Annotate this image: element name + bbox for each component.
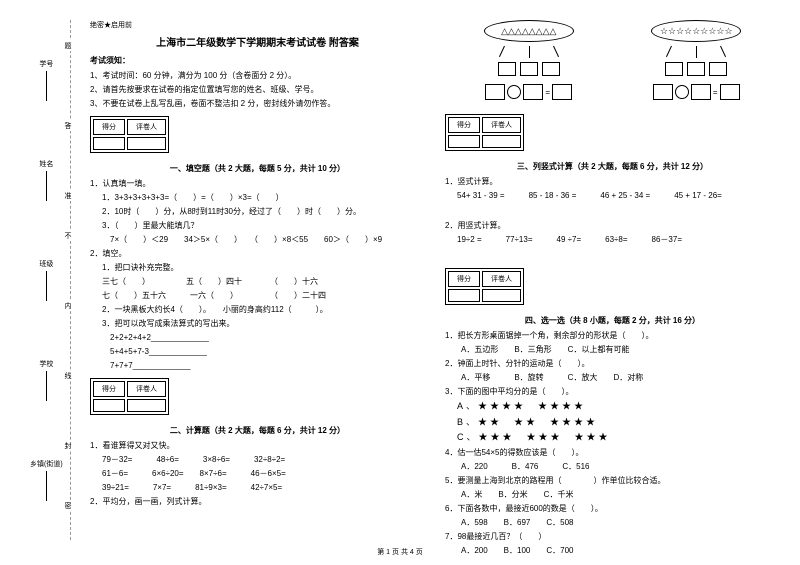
star-diagram: ☆☆☆☆☆☆☆☆☆ = xyxy=(651,20,741,100)
score-cell: 评卷人 xyxy=(127,119,166,135)
q-label: 2．平均分，画一画，列式计算。 xyxy=(90,496,425,508)
mc-item: A．五边形 B．三角形 C．以上都有可能 xyxy=(445,344,780,356)
mc-item: 7．98最接近几百？（ ） xyxy=(445,531,780,543)
calc-row: 39÷21= 7×7= 81÷9×3= 42÷7×5= xyxy=(90,482,425,494)
score-cell: 得分 xyxy=(448,117,480,133)
notice-label: 考试须知： xyxy=(90,55,425,66)
side-label: 姓名 xyxy=(39,159,53,201)
side-label: 班级 xyxy=(39,259,53,301)
left-column: 绝密★启用前 上海市二年级数学下学期期末考试试卷 附答案 考试须知： 1、考试时… xyxy=(90,20,425,559)
dashed-label: 内 xyxy=(62,300,72,311)
side-label-text: 学校 xyxy=(39,359,53,369)
calc-row: 79－32= 48÷6= 3×8÷6= 32÷8÷2= xyxy=(90,454,425,466)
q-expr: 7+7+7_____________ xyxy=(90,360,425,372)
side-label-text: 班级 xyxy=(39,259,53,269)
notice-item: 2、请首先按要求在试卷的指定位置填写您的姓名、班级、学号。 xyxy=(90,84,425,96)
q-sub: 3．把可以改写成乘法算式的写出来。 xyxy=(90,318,425,330)
side-label: 学号 xyxy=(39,59,53,101)
calc-row: 54+ 31 - 39 = 85 - 18 - 36 = 46 + 25 - 3… xyxy=(445,190,780,202)
seal-line xyxy=(70,20,71,540)
score-table: 得分评卷人 xyxy=(90,378,169,415)
q-label: 1．竖式计算。 xyxy=(445,176,780,188)
q-item: 7×（ ）＜29 34＞5×（ ） （ ）×8＜55 60＞（ ）×9 xyxy=(90,234,425,246)
side-label-text: 姓名 xyxy=(39,159,53,169)
confidential-label: 绝密★启用前 xyxy=(90,20,425,30)
side-binding-labels: 学号 姓名 班级 学校 乡镇(街道) xyxy=(30,30,63,530)
stars-option: C、★★★ ★★★ ★★★ xyxy=(445,431,780,445)
q-label: 2．填空。 xyxy=(90,248,425,260)
triangle-icons: △△△△△△△△ xyxy=(501,26,556,37)
mc-item: A．米 B．分米 C．千米 xyxy=(445,489,780,501)
q-item: 3．（ ）里最大能填几？ xyxy=(90,220,425,232)
dashed-label: 线 xyxy=(62,370,72,381)
stars-option: A、★★★★ ★★★★ xyxy=(445,400,780,414)
score-cell: 得分 xyxy=(448,271,480,287)
dashed-label: 答 xyxy=(62,120,72,131)
side-label-text: 乡镇(街道) xyxy=(30,459,63,469)
notice-item: 1、考试时间：60 分钟，满分为 100 分（含卷面分 2 分）。 xyxy=(90,70,425,82)
q-item: 三七（ ） 五（ ）四十 （ ）十六 xyxy=(90,276,425,288)
score-cell: 得分 xyxy=(93,381,125,397)
dashed-label: 密 xyxy=(62,500,72,511)
triangle-diagram: △△△△△△△△ = xyxy=(484,20,574,100)
q-sub: 2．一块黑板大约长4（ ）。 小丽的身高约112（ ）。 xyxy=(90,304,425,316)
calc-row: 61－6= 6×6÷20= 8×7÷6= 46－6×5= xyxy=(90,468,425,480)
section-3-title: 三、列竖式计算（共 2 大题，每题 6 分，共计 12 分） xyxy=(445,161,780,172)
dashed-label: 不 xyxy=(62,230,72,241)
mc-item: 5．要测量上海到北京的路程用（ ）作单位比较合适。 xyxy=(445,475,780,487)
side-label: 乡镇(街道) xyxy=(30,459,63,501)
q-label: 2．用竖式计算。 xyxy=(445,220,780,232)
score-table: 得分评卷人 xyxy=(90,116,169,153)
mc-item: 2．钟面上时针、分针的运动是（ ）。 xyxy=(445,358,780,370)
score-cell: 评卷人 xyxy=(482,117,521,133)
section-1-title: 一、填空题（共 2 大题，每题 5 分，共计 10 分） xyxy=(90,163,425,174)
q-expr: 5+4+5+7-3_____________ xyxy=(90,346,425,358)
mc-item: A．220 B．476 C．516 xyxy=(445,461,780,473)
notice-item: 3、不要在试卷上乱写乱画，卷面不整洁扣 2 分，密封线外请勿作答。 xyxy=(90,98,425,110)
dashed-label: 题 xyxy=(62,40,72,51)
dashed-label: 准 xyxy=(62,190,72,201)
q-item: 2．10时（ ）分，从8时到11时30分，经过了（ ）时（ ）分。 xyxy=(90,206,425,218)
diagram-area: △△△△△△△△ = ☆☆☆☆☆☆☆☆☆ = xyxy=(445,20,780,100)
score-cell: 得分 xyxy=(93,119,125,135)
q-expr: 2+2+2+4+2_____________ xyxy=(90,332,425,344)
q-item: 七（ ）五十六 一六（ ） （ ）二十四 xyxy=(90,290,425,302)
score-cell: 评卷人 xyxy=(482,271,521,287)
page-footer: 第 1 页 共 4 页 xyxy=(0,547,800,557)
stars-option: B、★★ ★★ ★★★★ xyxy=(445,416,780,430)
score-table: 得分评卷人 xyxy=(445,268,524,305)
mc-item: 3．下面的图中平均分的是（ ）。 xyxy=(445,386,780,398)
section-2-title: 二、计算题（共 2 大题，每题 6 分，共计 12 分） xyxy=(90,425,425,436)
exam-title: 上海市二年级数学下学期期末考试试卷 附答案 xyxy=(90,34,425,49)
q-item: 1．3+3+3+3+3+3=（ ）=（ ）×3=（ ） xyxy=(90,192,425,204)
main-content: 绝密★启用前 上海市二年级数学下学期期末考试试卷 附答案 考试须知： 1、考试时… xyxy=(90,20,780,559)
calc-row: 19÷2 = 77÷13= 49 ÷7= 63÷8= 86－37= xyxy=(445,234,780,246)
score-cell: 评卷人 xyxy=(127,381,166,397)
mc-item: 4．估一估54×5的得数应该是（ ）。 xyxy=(445,447,780,459)
q-sub: 1．把口诀补充完整。 xyxy=(90,262,425,274)
dashed-label: 封 xyxy=(62,440,72,451)
mc-item: A．598 B．697 C．508 xyxy=(445,517,780,529)
q-label: 1．认真填一填。 xyxy=(90,178,425,190)
q-label: 1．看谁算得又对又快。 xyxy=(90,440,425,452)
side-label-text: 学号 xyxy=(39,59,53,69)
mc-item: A．平移 B．旋转 C．放大 D．对称 xyxy=(445,372,780,384)
star-icons: ☆☆☆☆☆☆☆☆☆ xyxy=(660,26,733,37)
side-label: 学校 xyxy=(39,359,53,401)
score-table: 得分评卷人 xyxy=(445,114,524,151)
right-column: △△△△△△△△ = ☆☆☆☆☆☆☆☆☆ = 得分评卷人 三、列竖式计算（共 2… xyxy=(445,20,780,559)
mc-item: 1．把长方形桌面锯掉一个角，剩余部分的形状是（ ）。 xyxy=(445,330,780,342)
section-4-title: 四、选一选（共 8 小题，每题 2 分，共计 16 分） xyxy=(445,315,780,326)
mc-item: 6．下面各数中，最接近600的数是（ ）。 xyxy=(445,503,780,515)
